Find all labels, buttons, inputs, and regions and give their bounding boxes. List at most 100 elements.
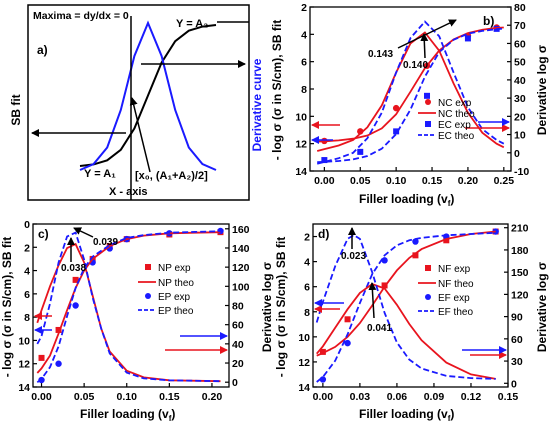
y-right-tick-label: 60 (232, 320, 244, 332)
nf-theo-line (316, 230, 496, 357)
panel-a-x-axis-label: X - axis (109, 186, 148, 198)
legend-np-exp: NP exp (158, 263, 191, 274)
nf-exp-point (344, 316, 351, 323)
x-tick-label: 0.10 (386, 175, 407, 187)
y-left-tick-label: 0 (24, 219, 30, 231)
d-peak-label-b: 0.041 (367, 323, 392, 334)
y-left-tick-label: 10 (295, 111, 307, 123)
x-tick-label: 0.09 (424, 391, 445, 403)
y-left-tick-label: 8 (304, 307, 310, 319)
legend-nc-exp: NC exp (438, 98, 472, 109)
ef-exp-point (344, 339, 351, 347)
x-tick-label: 0.05 (74, 391, 95, 403)
d-peak-label-a: 0.023 (341, 251, 366, 262)
legend-ef-exp: EF exp (438, 293, 470, 304)
ec-exp-point (321, 157, 328, 164)
legend-np-theo: NP theo (158, 278, 194, 289)
ep-derivative-line (36, 231, 221, 383)
nf-derivative-line (316, 282, 496, 380)
c-peak-arrow-a (73, 227, 94, 238)
nf-exp-point (443, 237, 450, 244)
y-left-tick-label: 2 (304, 232, 310, 244)
y-right-tick-label: 0 (232, 377, 238, 389)
x-tick-label: 0.06 (387, 391, 408, 403)
x-tick-label: 0.20 (458, 175, 479, 187)
c-peak-label-b: 0.039 (93, 237, 118, 248)
y-right-tick-label: 120 (511, 289, 529, 301)
top-level-annotation: Y = A₂ (176, 18, 208, 30)
nf-exp-point (319, 348, 326, 355)
x-tick-label: 0.05 (350, 175, 371, 187)
y-left-tick-label: 14 (295, 166, 307, 178)
panel-d-legend: NF exp NF theo EF exp EF theo (418, 264, 474, 318)
y-left-tick-label: 2 (24, 242, 30, 254)
y-right-tick-label: -10 (514, 166, 529, 178)
nc-derivative-line (316, 31, 505, 152)
midpoint-annotation: [x₀, (A₁+A₂)/2] (135, 170, 208, 182)
arrow-to-midpoint (129, 97, 151, 173)
y-left-tick-label: 6 (301, 57, 307, 69)
y-right-tick-label: 80 (514, 2, 526, 14)
y-left-tick-label: 10 (18, 335, 30, 347)
y-right-tick-label: 50 (514, 57, 526, 69)
ec-exp-point (393, 128, 400, 135)
y-right-tick-label: 100 (232, 281, 250, 293)
legend-np-exp-marker (145, 264, 151, 270)
panel-a-left-axis-label: SB fit (9, 94, 23, 125)
panel-d-frame (312, 223, 509, 388)
panel-d-label: d) (318, 227, 329, 241)
y-left-tick-label: 10 (298, 332, 310, 344)
x-tick-label: 0.10 (117, 391, 138, 403)
y-left-tick-label: 8 (301, 84, 307, 96)
panel-c-left-axis-label: - log σ (σ in S/cm), SB fit (0, 237, 14, 377)
np-exp-point (72, 276, 79, 283)
ef-exp-point (381, 257, 388, 264)
ec-exp-point (424, 92, 431, 99)
panel-d-marks (315, 228, 499, 383)
y-left-tick-label: 4 (24, 266, 30, 278)
d-peak-arrow-b (368, 282, 377, 319)
y-left-tick-label: 14 (18, 382, 30, 394)
ef-derivative-line (315, 234, 496, 380)
y-right-tick-label: 30 (511, 356, 523, 368)
y-right-tick-label: 140 (232, 243, 250, 255)
x-tick-label: 0.03 (350, 391, 371, 403)
legend-nc-theo: NC theo (438, 109, 475, 120)
panel-d-ticks: 0.00 0.03 0.06 0.09 0.12 0.15 2 4 6 8 10 12 14 0 30 60 9… (298, 223, 528, 403)
x-tick-label: 0.25 (494, 175, 515, 187)
legend-ep-exp-marker (145, 293, 151, 299)
panel-a-right-axis-label: Derivative curve (250, 58, 264, 151)
x-tick-label: 0.20 (202, 391, 223, 403)
panel-c-right-axis-label: Derivative log σ (260, 262, 274, 352)
panel-c-frame (32, 223, 230, 388)
legend-nc-exp-marker (425, 99, 431, 105)
y-left-tick-label: 6 (304, 282, 310, 294)
b-peak-arrow-b (420, 33, 429, 59)
nc-exp-point (392, 104, 400, 112)
x-tick-label: 0.15 (498, 391, 519, 403)
nf-exp-point (412, 252, 419, 259)
y-right-tick-label: 20 (514, 111, 526, 123)
b-peak-label-b: 0.140 (403, 60, 428, 71)
ef-exp-point (319, 376, 327, 383)
legend-nf-theo: NF theo (438, 279, 474, 290)
ep-exp-point (55, 360, 62, 367)
panel-d-left-axis-label: - log σ (σ in S/cm), SB fit (274, 237, 288, 377)
y-right-tick-label: 150 (511, 267, 529, 279)
panel-a: a) Maxima = dy/dx = 0 Y = A₂ Y = A₁ [x₀,… (9, 4, 264, 201)
panel-b-ticks: 0.00 0.05 0.10 0.15 0.20 0.25 2 4 6 8 10 12 14 -10 0 10… (295, 2, 529, 187)
y-left-tick-label: 12 (298, 357, 310, 369)
y-left-tick-label: 12 (295, 139, 307, 151)
y-left-tick-label: 8 (24, 312, 30, 324)
x-tick-label: 0.00 (313, 391, 334, 403)
legend-nf-exp: NF exp (438, 264, 471, 275)
panel-b-label: b) (483, 14, 494, 28)
y-right-tick-label: 160 (232, 224, 250, 236)
y-right-tick-label: 120 (232, 262, 250, 274)
ef-theo-line (316, 231, 496, 383)
y-left-tick-label: 6 (24, 289, 30, 301)
y-left-tick-label: 4 (304, 257, 310, 269)
y-right-tick-label: 0 (514, 148, 520, 160)
